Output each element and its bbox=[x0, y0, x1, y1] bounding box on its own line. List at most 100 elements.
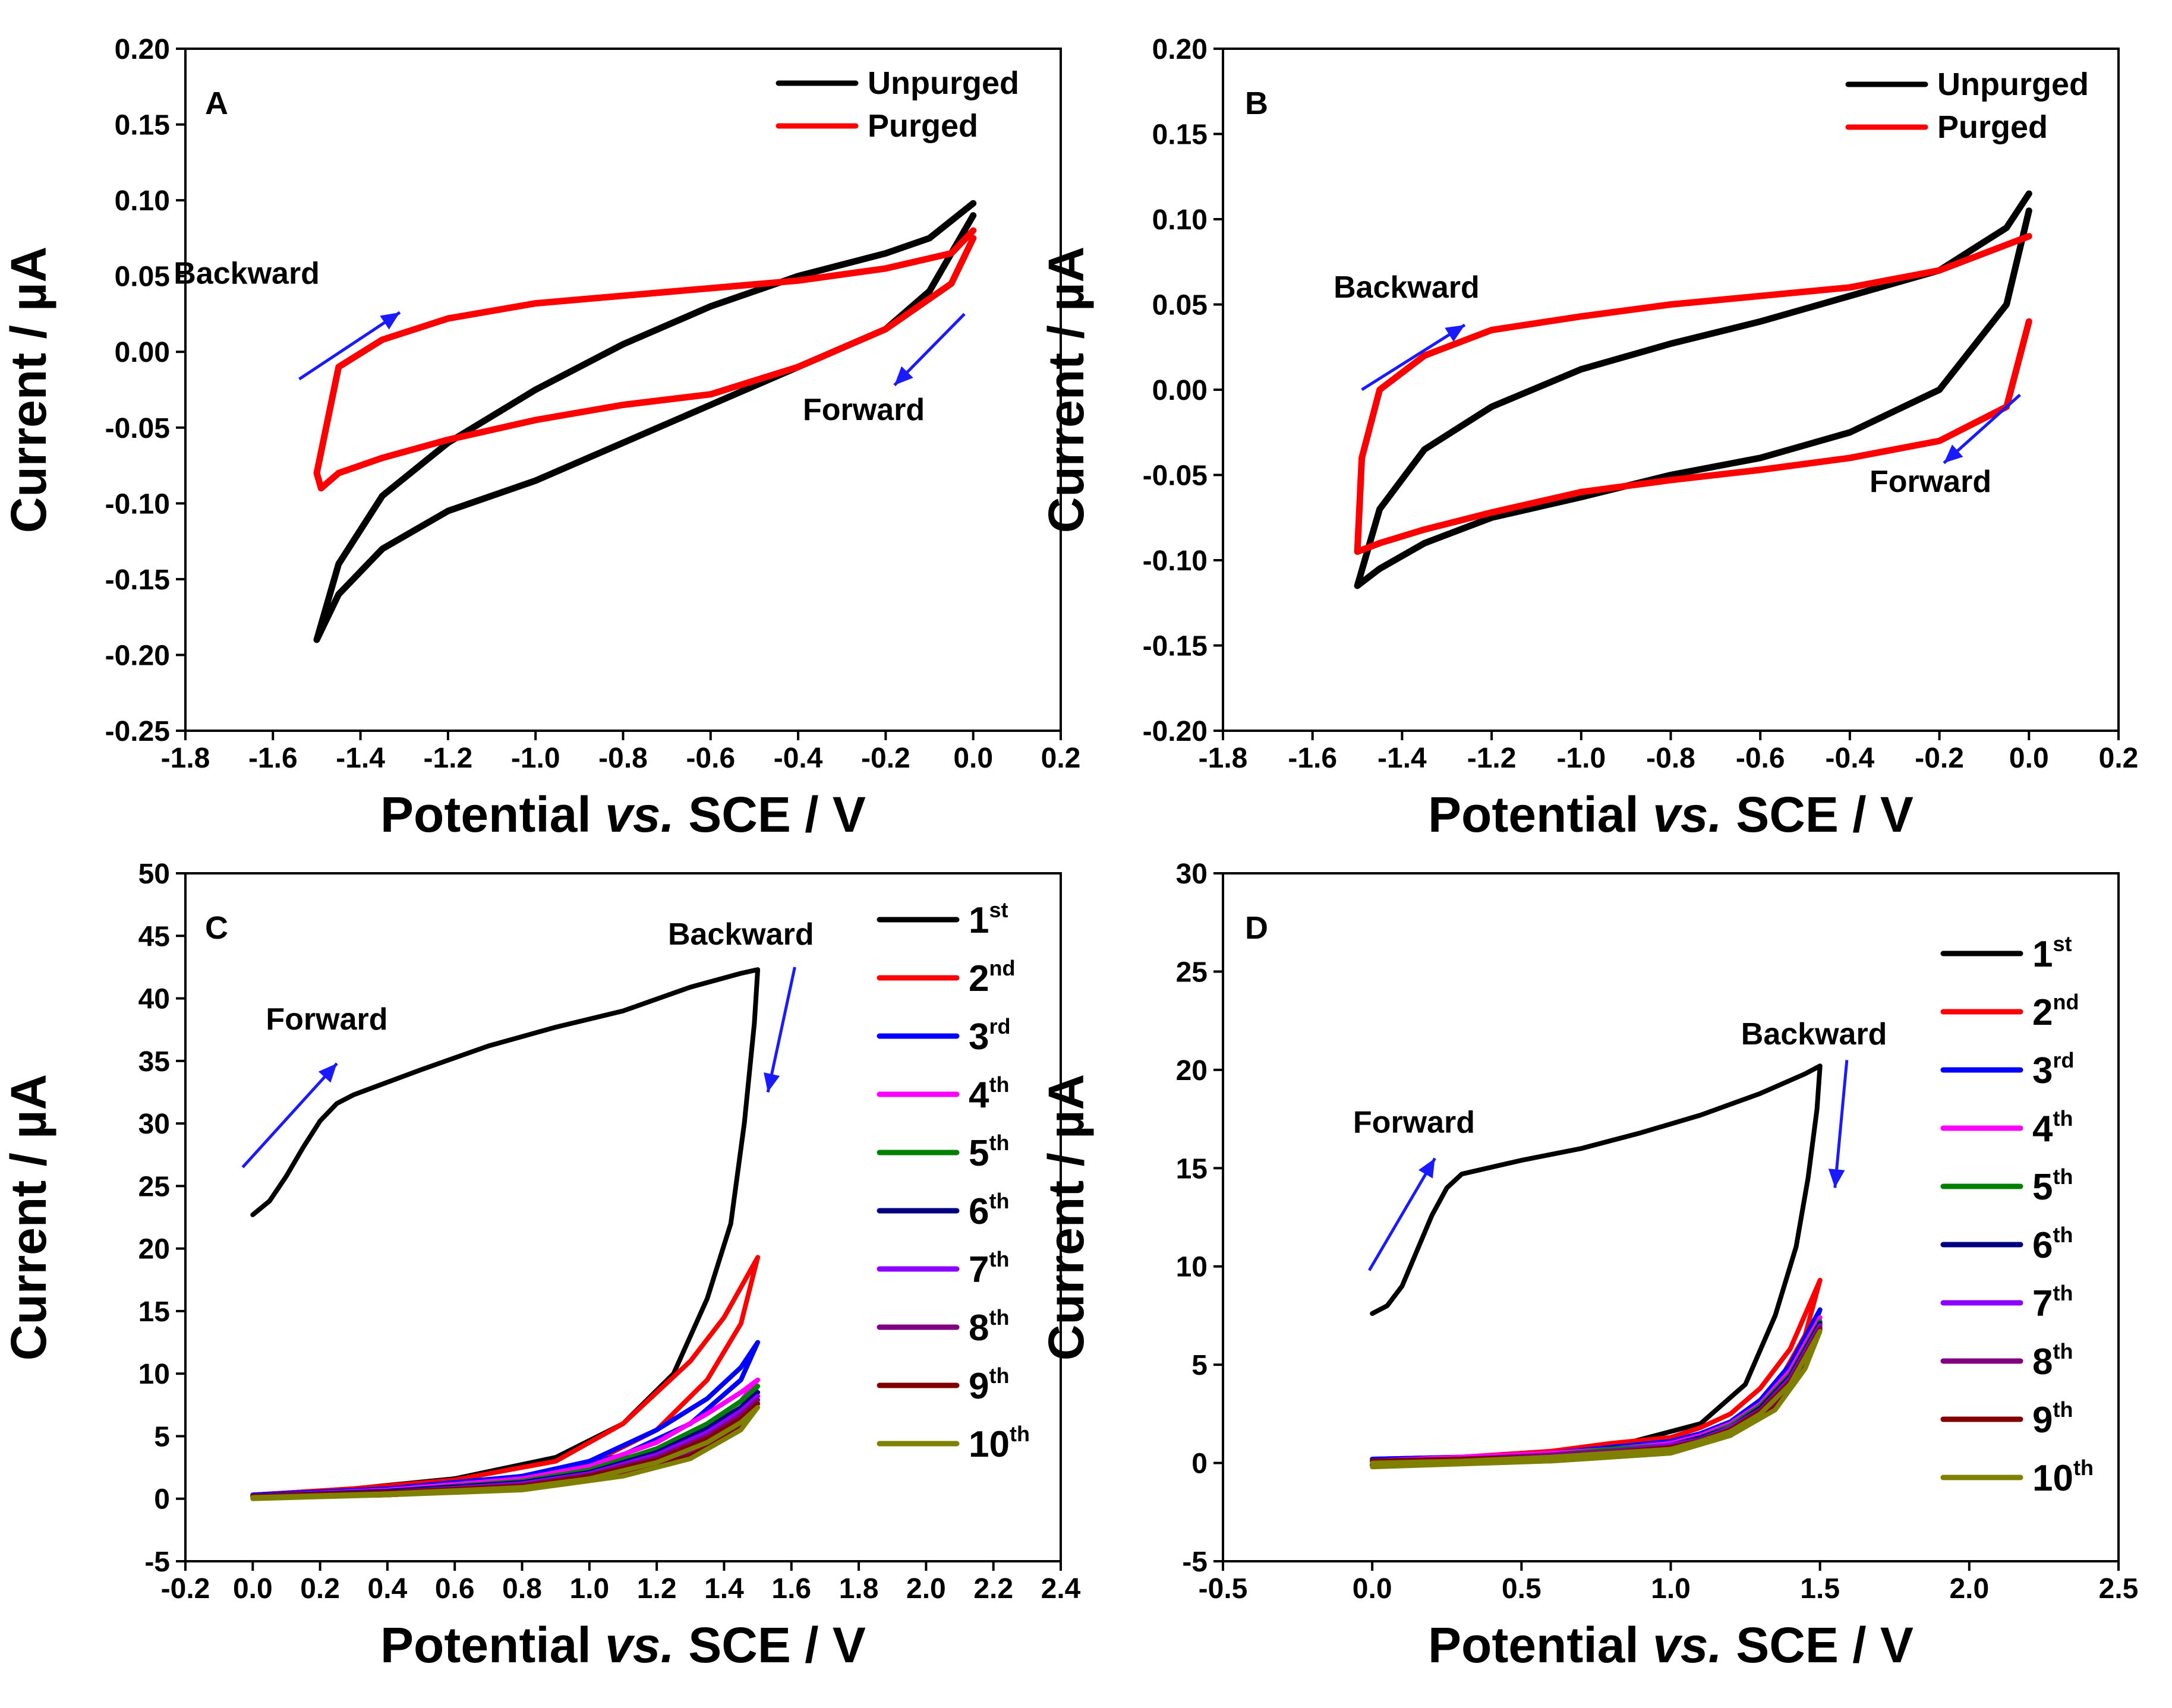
x-axis-title-part: SCE / V bbox=[674, 787, 866, 842]
x-tick-label: 1.4 bbox=[704, 1573, 744, 1605]
x-tick-label: 0.2 bbox=[300, 1573, 340, 1605]
y-tick-label: 10 bbox=[1176, 1252, 1208, 1283]
x-axis-title: Potential vs. SCE / V bbox=[380, 787, 866, 842]
panel-letter: A bbox=[205, 86, 228, 121]
plot-frame bbox=[1222, 48, 2120, 732]
x-axis-title-part: Potential bbox=[380, 787, 605, 842]
x-tick-label: -1.2 bbox=[424, 743, 473, 774]
x-tick-label: -1.6 bbox=[248, 743, 298, 774]
x-tick-label: 1.0 bbox=[569, 1573, 609, 1605]
x-tick-label: -0.6 bbox=[1736, 743, 1785, 774]
legend-label: 3rd bbox=[969, 1014, 1010, 1057]
y-tick-label: -0.25 bbox=[105, 716, 170, 747]
y-tick-label: 0.10 bbox=[115, 185, 170, 217]
y-tick-label: -0.15 bbox=[1143, 631, 1208, 662]
panel-letter: D bbox=[1245, 910, 1268, 946]
series-10th-line bbox=[250, 1405, 761, 1501]
y-tick-label: 0.05 bbox=[115, 261, 170, 293]
y-tick-label: 0.15 bbox=[1152, 119, 1208, 151]
legend-label-num: 8 bbox=[2032, 1341, 2053, 1382]
y-tick-label: 0.00 bbox=[115, 337, 170, 368]
y-tick-label: 15 bbox=[138, 1296, 170, 1328]
x-tick-label: 0.2 bbox=[2099, 743, 2139, 774]
x-tick-label: -0.2 bbox=[161, 1573, 210, 1605]
x-axis-title-part: Potential bbox=[1428, 787, 1653, 842]
series-purged-line bbox=[313, 227, 977, 492]
x-axis-title-part: SCE / V bbox=[1722, 1617, 1913, 1673]
x-tick-label: 1.5 bbox=[1800, 1573, 1840, 1605]
legend-label-suffix: th bbox=[2073, 1456, 2094, 1480]
annotation-backward: Backward bbox=[1334, 270, 1480, 305]
annotation-forward: Forward bbox=[1870, 465, 1991, 499]
series-3rd-line bbox=[250, 1340, 761, 1499]
x-axis-title-part: Potential bbox=[380, 1617, 605, 1673]
legend-label: 7th bbox=[969, 1247, 1009, 1290]
annotation-forward: Forward bbox=[1353, 1106, 1475, 1140]
y-tick-label: -0.05 bbox=[1143, 460, 1208, 492]
legend-label-num: 7 bbox=[969, 1249, 989, 1290]
x-axis-title-part: vs. bbox=[1653, 787, 1722, 842]
legend-label: 9th bbox=[969, 1363, 1009, 1407]
y-tick-label: -5 bbox=[1182, 1546, 1208, 1578]
x-tick-label: 0.6 bbox=[435, 1573, 475, 1605]
panel-b: -1.8 -1.6 -1.4 -1.2 -1.0 -0.8 -0.6 -0.4 -0.2 0.0 0… bbox=[1038, 34, 2138, 842]
legend-label: 8th bbox=[2032, 1339, 2073, 1382]
y-tick-label: -0.05 bbox=[105, 413, 170, 444]
plot-frame bbox=[184, 872, 1062, 1562]
y-tick-label: -0.10 bbox=[1143, 545, 1208, 577]
x-tick-label: -1.8 bbox=[1199, 743, 1248, 774]
legend-label: 9th bbox=[2032, 1397, 2073, 1441]
x-tick-label: 1.6 bbox=[771, 1573, 811, 1605]
legend-label-num: 4 bbox=[969, 1075, 989, 1116]
legend-label-num: 4 bbox=[2032, 1109, 2053, 1150]
legend-label: 5th bbox=[969, 1131, 1009, 1174]
x-tick-label: 0.0 bbox=[233, 1573, 273, 1605]
legend-label-num: 3 bbox=[969, 1016, 989, 1057]
legend-label-suffix: th bbox=[2053, 1339, 2073, 1363]
y-tick-label: 0.15 bbox=[115, 110, 170, 141]
x-tick-label: 2.0 bbox=[906, 1573, 946, 1605]
y-tick-label: 10 bbox=[138, 1359, 170, 1390]
legend: Unpurged Purged bbox=[776, 65, 1019, 144]
legend-label: 6th bbox=[2032, 1223, 2073, 1266]
x-tick-label: 1.0 bbox=[1651, 1573, 1691, 1605]
y-tick-label: 50 bbox=[138, 858, 170, 890]
annotation-arrow-head bbox=[1445, 324, 1465, 342]
annotation-backward: Backward bbox=[1741, 1017, 1887, 1052]
legend-label: Unpurged bbox=[868, 65, 1019, 101]
x-tick-label: -1.6 bbox=[1288, 743, 1337, 774]
series-unpurged-line bbox=[1354, 190, 2032, 589]
y-tick-label: 25 bbox=[138, 1171, 170, 1202]
y-axis-title: Current / µA bbox=[1, 1074, 56, 1360]
legend-label-num: 5 bbox=[969, 1133, 989, 1174]
x-axis-title-part: Potential bbox=[1428, 1617, 1653, 1673]
panel-a: -1.8 -1.6 -1.4 -1.2 -1.0 -0.8 -0.6 -0.4 -0.2 0.0 0… bbox=[1, 34, 1080, 842]
x-axis-title: Potential vs. SCE / V bbox=[1428, 787, 1913, 842]
legend-label: 10th bbox=[969, 1422, 1030, 1465]
legend-label-num: 10 bbox=[2032, 1458, 2073, 1499]
legend-label-suffix: th bbox=[2053, 1223, 2073, 1247]
legend-label: 10th bbox=[2032, 1456, 2094, 1499]
x-tick-label: -1.2 bbox=[1467, 743, 1517, 774]
legend-label-num: 10 bbox=[969, 1424, 1010, 1465]
annotation-arrow-shaft bbox=[241, 1062, 338, 1169]
x-axis-title: Potential vs. SCE / V bbox=[1428, 1617, 1913, 1673]
annotation-arrow-head bbox=[1828, 1169, 1845, 1188]
x-tick-label: 2.4 bbox=[1041, 1573, 1081, 1605]
x-tick-label: -0.6 bbox=[686, 743, 735, 774]
legend-label: 2nd bbox=[2032, 990, 2079, 1033]
x-tick-label: 0.5 bbox=[1502, 1573, 1541, 1605]
y-tick-label: -0.15 bbox=[105, 564, 170, 596]
y-tick-label: 0 bbox=[154, 1484, 170, 1516]
y-tick-label: -5 bbox=[144, 1546, 170, 1578]
series-4th-line bbox=[1370, 1315, 1823, 1466]
y-axis-title: Current / µA bbox=[1038, 247, 1094, 533]
x-axis-title-part: SCE / V bbox=[674, 1617, 866, 1673]
legend-label-suffix: st bbox=[2053, 932, 2072, 956]
x-tick-label: 1.8 bbox=[839, 1573, 879, 1605]
legend-label-suffix: th bbox=[989, 1189, 1009, 1213]
annotation-arrow-head bbox=[894, 366, 913, 386]
legend-label: 2nd bbox=[969, 956, 1015, 999]
y-tick-label: 25 bbox=[1176, 956, 1208, 988]
